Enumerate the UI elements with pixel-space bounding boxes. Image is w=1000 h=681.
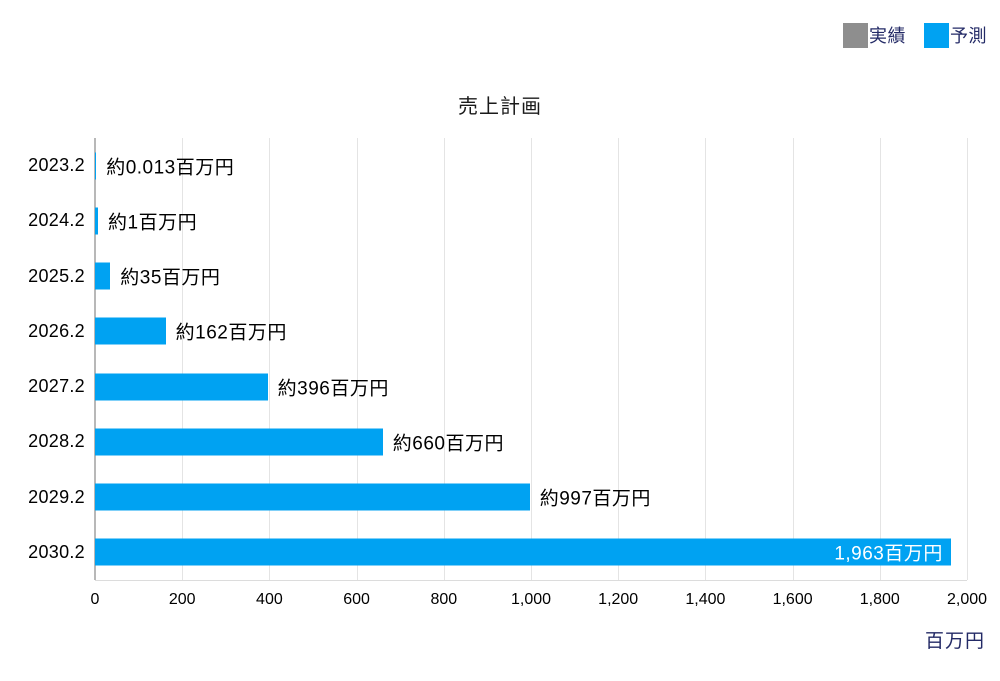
gridline [531, 138, 532, 580]
x-tick-label: 600 [343, 591, 370, 608]
legend-label-forecast: 予測 [950, 26, 987, 46]
gridline [705, 138, 707, 580]
x-tick-label: 1,200 [598, 591, 639, 608]
x-tick-label: 0 [90, 591, 100, 608]
x-tick-label: 1,400 [685, 591, 726, 608]
gridline [967, 138, 968, 580]
bar-value-label: 約0.013百万円 [106, 157, 235, 179]
chart-row: 約997百万円 [95, 470, 967, 525]
x-tick-label: 1,800 [859, 591, 900, 608]
chart-row: 1,963百万円 [95, 525, 967, 580]
chart-row: 約1百万円 [95, 193, 967, 248]
chart-row: 約0.013百万円 [95, 138, 967, 193]
gridline [182, 138, 184, 580]
category-label: 2028.2 [28, 431, 85, 452]
x-tick-label: 800 [430, 591, 458, 608]
legend-item-actual[interactable]: 実績 [843, 22, 906, 48]
category-label: 2025.2 [28, 265, 85, 286]
bar [95, 317, 166, 345]
category-label: 2023.2 [28, 155, 85, 176]
gridline [269, 138, 271, 580]
chart-title: 売上計画 [458, 96, 542, 118]
x-axis-ticks: 0 200 400 600 800 1,000 1,200 1,400 1,600 1,800 2,… [0, 591, 1000, 615]
bar-value-label: 約997百万円 [539, 488, 651, 510]
category-label: 2030.2 [28, 541, 85, 562]
bar [95, 483, 530, 511]
bar [95, 428, 383, 456]
legend-item-forecast[interactable]: 予測 [924, 22, 987, 48]
chart-row: 約660百万円 [95, 414, 967, 469]
gridline [792, 138, 794, 580]
bar-value-label: 約35百万円 [120, 267, 221, 289]
plot-area: 約0.013百万円 約1百万円約35百万円約162百万円約396百万円約660百万… [94, 138, 968, 581]
bar-value-label: 約1百万円 [108, 212, 198, 234]
gridline [879, 138, 881, 580]
bar-value-label: 約162百万円 [175, 322, 287, 344]
x-tick-label: 2,000 [946, 591, 988, 608]
legend: 実績 予測 [843, 22, 987, 48]
bar [95, 152, 97, 180]
x-tick-label: 400 [256, 591, 283, 608]
x-tick-label: 1,000 [510, 591, 552, 608]
category-labels: 2023.2 2024.2 2025.2 2026.2 2027.2 2028.2 2029… [0, 138, 85, 580]
bar [95, 262, 111, 290]
category-label: 2029.2 [28, 486, 85, 507]
actual-swatch-icon [843, 22, 868, 48]
chart-row: 約35百万円 [95, 249, 967, 304]
bar-value-label: 約660百万円 [392, 433, 504, 455]
category-label: 2024.2 [28, 210, 85, 231]
category-label: 2026.2 [28, 320, 85, 341]
x-tick-label: 1,600 [772, 591, 813, 608]
x-axis-unit-label: 百万円 [924, 631, 985, 652]
bar [95, 538, 951, 566]
bar-value-label: 約396百万円 [277, 378, 389, 400]
category-label: 2027.2 [28, 376, 85, 397]
bar [95, 207, 98, 235]
bar [95, 373, 268, 401]
y-axis-line [94, 138, 96, 580]
x-tick-label: 200 [168, 591, 196, 608]
legend-label-actual: 実績 [869, 26, 906, 46]
chart-row: 約396百万円 [95, 359, 967, 414]
gridline [443, 138, 445, 580]
gridline [356, 138, 358, 580]
forecast-swatch-icon [924, 22, 949, 48]
gridline [618, 138, 620, 580]
bar-value-label: 1,963百万円 [834, 543, 943, 565]
chart-row: 約162百万円 [95, 304, 967, 359]
